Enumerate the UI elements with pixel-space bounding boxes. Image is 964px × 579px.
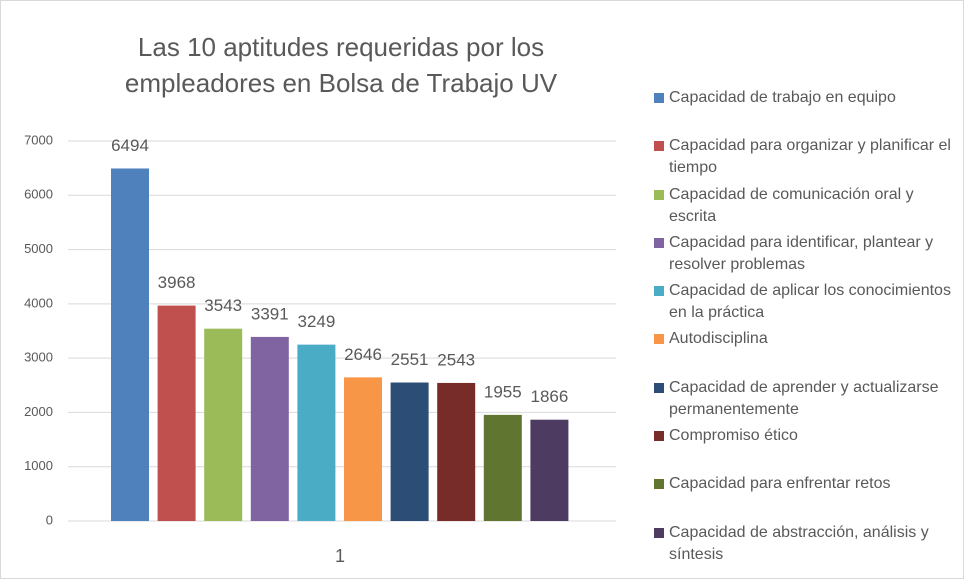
data-label: 3249 (297, 312, 335, 331)
y-tick-label: 7000 (24, 132, 53, 147)
legend-label: Capacidad de abstracción, análisis y sín… (669, 523, 929, 563)
data-label: 3391 (251, 304, 289, 323)
legend-label: Capacidad para identificar, plantear y r… (669, 233, 934, 273)
data-label: 2646 (344, 345, 382, 364)
legend-label: Capacidad de trabajo en equipo (669, 89, 896, 106)
legend-item: Capacidad para enfrentar retos (654, 473, 954, 521)
data-label: 2551 (391, 350, 429, 369)
y-tick-label: 0 (46, 512, 53, 527)
bar (204, 328, 243, 521)
legend-item: Capacidad de aprender y actualizarse per… (654, 377, 954, 425)
bar (111, 168, 149, 521)
legend-label: Capacidad de aprender y actualizarse per… (669, 378, 939, 418)
legend-swatch (654, 237, 664, 248)
legend-swatch (654, 431, 664, 442)
legend-swatch (654, 189, 664, 200)
y-tick-label: 4000 (24, 295, 53, 310)
legend-label: Capacidad de aplicar los conocimientos e… (669, 282, 951, 322)
bar (297, 344, 336, 521)
legend-swatch (654, 479, 664, 490)
data-label: 3968 (158, 273, 196, 292)
legend-item: Capacidad de abstracción, análisis y sín… (654, 522, 954, 570)
data-label: 3543 (204, 296, 242, 315)
bar (390, 382, 429, 521)
y-tick-label: 1000 (24, 458, 53, 473)
data-label: 1955 (484, 382, 522, 401)
bar (437, 382, 476, 521)
y-tick-label: 5000 (24, 241, 53, 256)
legend-item: Capacidad para organizar y planificar el… (654, 135, 954, 183)
legend-swatch (654, 382, 664, 393)
legend-label: Autodisciplina (669, 330, 768, 348)
legend-item: Capacidad de trabajo en equipo (654, 87, 954, 135)
y-tick-label: 3000 (24, 350, 53, 365)
data-label: 6494 (111, 136, 149, 155)
legend-swatch (654, 527, 664, 538)
legend-swatch (654, 93, 664, 103)
legend-item: Compromiso ético (654, 425, 954, 473)
legend-item: Capacidad de aplicar los conocimientos e… (654, 280, 954, 328)
legend: Capacidad de trabajo en equipo Capacidad … (654, 87, 954, 570)
data-label: 1866 (530, 387, 568, 406)
legend-item: Capacidad de comunicación oral y escrita (654, 184, 954, 232)
legend-label: Capacidad para enfrentar retos (669, 475, 891, 493)
legend-swatch (654, 286, 664, 297)
legend-label: Capacidad para organizar y planificar el… (669, 137, 951, 177)
data-label: 2543 (437, 350, 475, 369)
legend-item: Capacidad para identificar, plantear y r… (654, 232, 954, 280)
legend-item: Autodisciplina (654, 328, 954, 376)
legend-label: Capacidad de comunicación oral y escrita (669, 185, 914, 225)
bar (157, 305, 196, 521)
bar (344, 377, 382, 521)
chart-title: Las 10 aptitudes requeridas por los empl… (124, 32, 558, 98)
y-tick-label: 6000 (24, 187, 53, 202)
bar (483, 414, 522, 521)
legend-swatch (654, 141, 664, 152)
legend-swatch (654, 334, 664, 345)
y-tick-label: 2000 (24, 404, 53, 419)
x-tick-label: 1 (335, 546, 345, 566)
legend-label: Compromiso ético (669, 427, 798, 445)
bar (250, 336, 289, 521)
bar (530, 419, 569, 521)
